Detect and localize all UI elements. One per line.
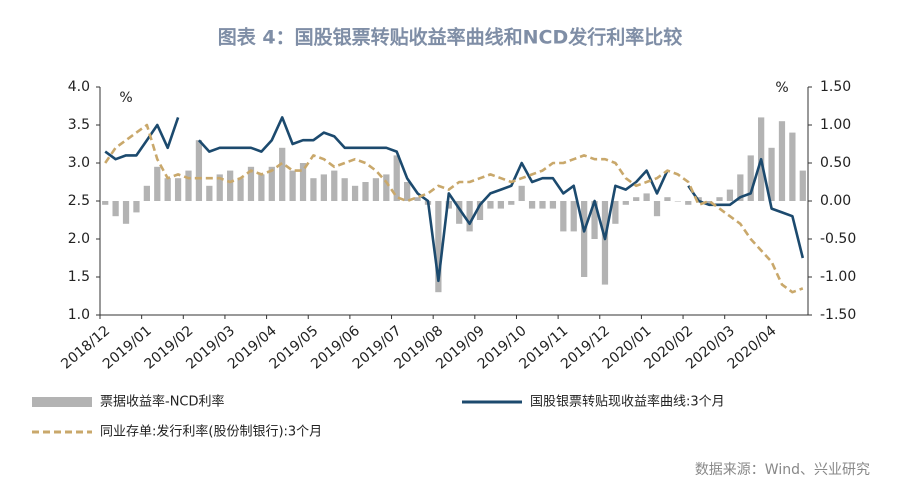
bar bbox=[591, 201, 598, 239]
bar bbox=[466, 201, 473, 232]
y2-tick-label: 0.50 bbox=[820, 155, 851, 171]
y-tick-label: 3.5 bbox=[68, 117, 90, 133]
y2-tick-label: 1.50 bbox=[820, 79, 851, 95]
y2-tick-label: 0.00 bbox=[820, 193, 851, 209]
bar bbox=[633, 197, 640, 201]
bar bbox=[539, 201, 546, 209]
y-tick-label: 4.0 bbox=[68, 79, 90, 95]
bar bbox=[102, 201, 109, 205]
bar bbox=[435, 201, 442, 293]
bar bbox=[268, 166, 275, 201]
bar bbox=[237, 178, 244, 201]
bar bbox=[737, 174, 744, 201]
y-tick-label: 2.5 bbox=[68, 193, 90, 209]
bar bbox=[185, 170, 192, 201]
bar bbox=[705, 201, 713, 205]
bar bbox=[560, 201, 567, 232]
source: 数据来源：Wind、兴业研究 bbox=[695, 462, 870, 478]
bar bbox=[112, 201, 119, 217]
bar bbox=[351, 185, 359, 201]
y2-unit: % bbox=[775, 80, 788, 96]
bar bbox=[653, 201, 661, 217]
bar bbox=[622, 201, 629, 205]
y2-tick-label: -1.50 bbox=[820, 307, 856, 323]
bar bbox=[143, 185, 150, 201]
bar bbox=[164, 178, 171, 201]
bar bbox=[570, 201, 577, 232]
bar bbox=[310, 178, 317, 201]
bar bbox=[768, 147, 775, 201]
y-tick-label: 1.0 bbox=[68, 307, 90, 323]
bar bbox=[685, 201, 692, 205]
bar bbox=[289, 170, 296, 201]
bar bbox=[789, 132, 796, 201]
y-unit: % bbox=[119, 90, 132, 106]
bar bbox=[528, 201, 536, 209]
bar bbox=[497, 201, 504, 209]
bar bbox=[341, 178, 348, 201]
bar bbox=[747, 155, 754, 201]
bar bbox=[601, 201, 609, 285]
bar bbox=[258, 174, 265, 201]
bar bbox=[518, 185, 525, 201]
bar bbox=[299, 163, 307, 201]
bar bbox=[206, 185, 213, 201]
bar bbox=[362, 182, 369, 201]
bar bbox=[122, 201, 130, 224]
bar bbox=[664, 197, 671, 201]
y2-tick-label: -1.00 bbox=[820, 269, 856, 285]
bar bbox=[487, 201, 494, 209]
y-tick-label: 3.0 bbox=[68, 155, 90, 171]
bar bbox=[393, 155, 400, 201]
bar bbox=[279, 147, 286, 201]
bar bbox=[716, 197, 723, 201]
bar bbox=[174, 178, 182, 201]
bar bbox=[581, 201, 588, 277]
bar bbox=[456, 201, 463, 224]
y-tick-label: 2.0 bbox=[68, 231, 90, 247]
bar bbox=[674, 201, 681, 202]
bar bbox=[227, 170, 234, 201]
bar bbox=[414, 197, 421, 201]
legend-label: 票据收益率-NCD利率 bbox=[100, 394, 225, 410]
bar bbox=[247, 166, 255, 201]
line bbox=[104, 116, 805, 283]
chart-title: 图表 4：国股银票转贴收益率曲线和NCD发行利率比较 bbox=[218, 26, 682, 49]
legend-swatch bbox=[32, 397, 92, 407]
bar bbox=[133, 201, 140, 213]
bar bbox=[195, 140, 203, 201]
bar bbox=[154, 166, 161, 201]
y2-tick-label: -0.50 bbox=[820, 231, 856, 247]
legend-label: 国股银票转贴现收益率曲线:3个月 bbox=[530, 394, 725, 410]
bar bbox=[799, 170, 806, 201]
y-tick-label: 1.5 bbox=[68, 269, 90, 285]
bar bbox=[331, 170, 338, 201]
y2-tick-label: 1.00 bbox=[820, 117, 851, 133]
bar bbox=[476, 201, 484, 220]
bar bbox=[726, 189, 734, 201]
bar bbox=[445, 201, 452, 209]
bar bbox=[320, 174, 327, 201]
bar bbox=[404, 182, 411, 201]
line bbox=[104, 123, 804, 294]
legend-label: 同业存单:发行利率(股份制银行):3个月 bbox=[100, 424, 322, 440]
bar bbox=[612, 201, 619, 224]
bar bbox=[508, 201, 515, 205]
bar bbox=[383, 174, 390, 201]
bar bbox=[778, 121, 786, 201]
bar bbox=[549, 201, 557, 209]
bar bbox=[216, 174, 223, 201]
bar bbox=[643, 193, 650, 201]
bar bbox=[372, 178, 380, 201]
